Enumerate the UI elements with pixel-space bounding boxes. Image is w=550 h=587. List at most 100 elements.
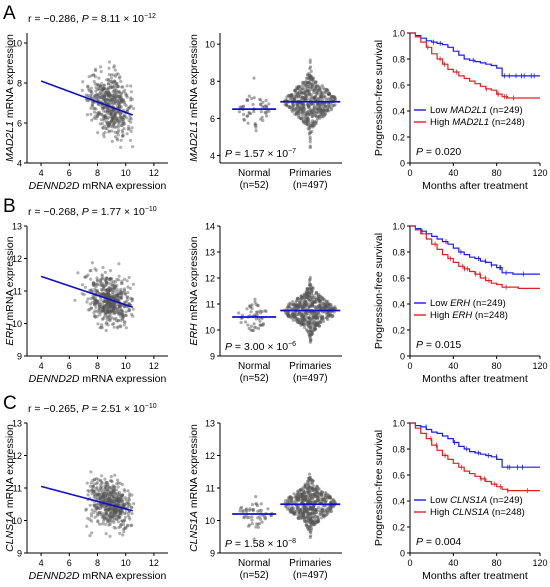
- data-point: [125, 501, 129, 505]
- data-point: [312, 104, 316, 108]
- data-point: [111, 515, 115, 520]
- data-point: [124, 313, 128, 318]
- data-point: [94, 487, 98, 491]
- data-point: [109, 99, 113, 103]
- data-point: [322, 514, 326, 518]
- y-axis-label: MAD2L1 mRNA expression: [188, 34, 200, 162]
- data-point: [121, 314, 125, 318]
- data-point: [259, 311, 263, 315]
- data-point: [314, 315, 318, 319]
- data-point: [126, 295, 130, 299]
- y-tick-label: 0.2: [392, 133, 405, 143]
- data-point: [114, 499, 118, 503]
- data-point: [102, 83, 106, 87]
- data-point: [117, 498, 122, 503]
- data-point: [110, 492, 114, 496]
- data-point: [92, 303, 96, 307]
- data-point: [106, 87, 110, 92]
- data-point: [318, 305, 322, 309]
- data-point: [117, 304, 121, 308]
- data-point: [109, 309, 114, 313]
- data-point: [126, 511, 131, 515]
- data-point: [108, 497, 112, 501]
- data-point: [85, 274, 89, 279]
- data-point: [113, 303, 117, 307]
- data-point: [299, 495, 303, 499]
- data-point: [310, 286, 314, 290]
- data-point: [116, 502, 120, 506]
- data-point: [88, 517, 92, 522]
- data-point: [105, 281, 109, 285]
- data-point: [111, 290, 115, 294]
- data-point: [117, 304, 121, 308]
- data-point: [263, 110, 267, 114]
- data-point: [106, 82, 111, 86]
- data-point: [117, 295, 121, 299]
- data-point: [111, 85, 115, 89]
- data-point: [95, 114, 100, 118]
- survival-curve-low: [410, 32, 540, 77]
- y-tick-label: 0: [400, 352, 405, 362]
- data-point: [102, 305, 106, 309]
- data-point: [107, 307, 111, 311]
- data-point: [103, 522, 108, 526]
- data-point: [117, 98, 121, 102]
- data-point: [320, 295, 324, 299]
- survival-curve-low: [410, 225, 540, 275]
- data-point: [324, 305, 328, 309]
- y-tick-label: 1.0: [392, 29, 405, 39]
- data-point: [323, 113, 327, 117]
- data-point: [114, 92, 118, 96]
- data-point: [113, 130, 117, 134]
- data-point: [98, 87, 102, 91]
- data-point: [89, 89, 93, 93]
- data-point: [308, 144, 312, 148]
- data-point: [112, 84, 117, 88]
- data-point: [112, 306, 116, 310]
- data-point: [324, 98, 328, 102]
- data-point: [106, 82, 110, 86]
- data-point: [107, 303, 111, 307]
- data-point: [109, 286, 113, 290]
- data-point: [107, 523, 111, 527]
- data-point: [129, 96, 133, 100]
- data-point: [305, 287, 309, 292]
- data-point: [115, 497, 119, 502]
- data-point: [108, 122, 112, 126]
- data-point: [111, 283, 115, 288]
- data-point: [114, 306, 118, 310]
- data-point: [127, 106, 132, 110]
- data-point: [101, 86, 105, 90]
- data-point: [106, 109, 110, 113]
- data-point: [116, 318, 120, 322]
- data-point: [85, 98, 89, 102]
- data-point: [101, 309, 105, 313]
- data-point: [107, 310, 112, 314]
- data-point: [322, 106, 326, 111]
- data-point: [115, 293, 119, 297]
- data-point: [115, 294, 119, 298]
- data-point: [105, 291, 109, 295]
- data-point: [253, 297, 257, 301]
- data-point: [250, 502, 254, 507]
- data-point: [261, 118, 265, 123]
- data-point: [132, 502, 136, 506]
- data-point: [111, 506, 115, 510]
- data-point: [113, 499, 117, 503]
- data-point: [114, 308, 118, 312]
- data-point: [112, 73, 116, 77]
- data-point: [113, 95, 117, 99]
- data-point: [116, 497, 120, 501]
- data-point: [114, 510, 118, 514]
- data-point: [109, 296, 113, 300]
- data-point: [111, 123, 116, 127]
- data-point: [109, 112, 113, 116]
- data-point: [106, 97, 110, 101]
- data-point: [89, 512, 93, 516]
- y-tick-label: 11: [13, 287, 22, 297]
- data-point: [113, 100, 118, 104]
- x-tick-label: 80: [492, 168, 502, 178]
- data-point: [120, 309, 124, 313]
- data-point: [107, 102, 111, 106]
- data-point: [106, 98, 111, 103]
